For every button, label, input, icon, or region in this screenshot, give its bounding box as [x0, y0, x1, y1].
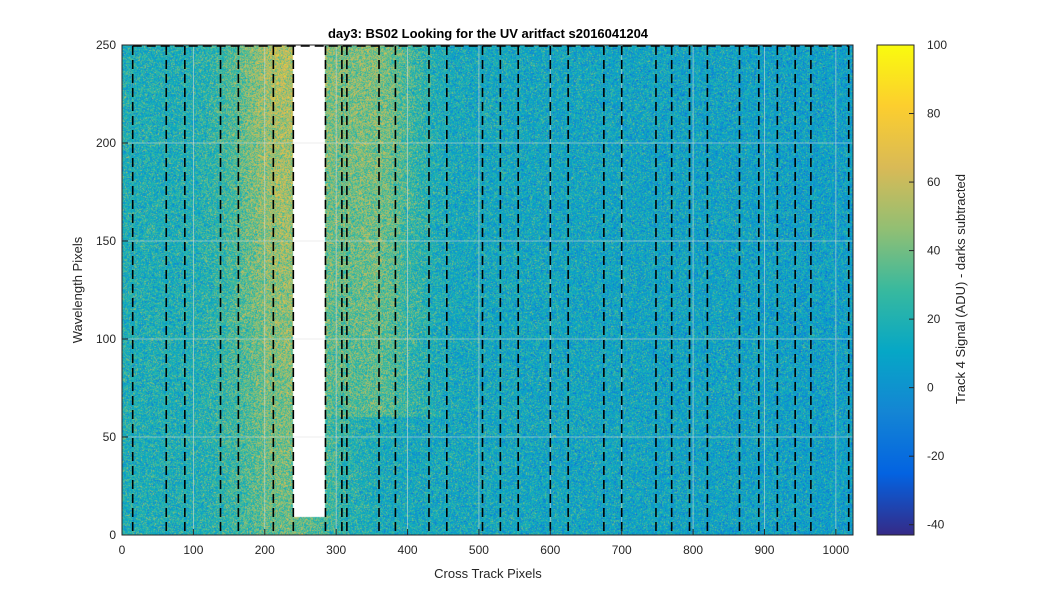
y-axis: 0 50 100 150 200 250	[96, 38, 128, 542]
y-tick-label: 0	[109, 528, 116, 542]
y-tick-label: 200	[96, 136, 116, 150]
y-tick-label: 100	[96, 332, 116, 346]
x-tick-label: 200	[255, 543, 275, 557]
x-axis: 0 100 200 300 400 500 600 700 800 900 1000	[119, 529, 850, 557]
x-axis-label: Cross Track Pixels	[434, 566, 542, 581]
plot-area	[121, 44, 854, 536]
heatmap-image	[122, 45, 853, 535]
y-tick-label: 50	[103, 430, 117, 444]
chart-title: day3: BS02 Looking for the UV aritfact s…	[328, 26, 649, 41]
colorbar-ticks: -40 -20 0 20 40 60 80 100	[909, 38, 947, 532]
boundary-lines	[131, 45, 850, 535]
x-tick-label: 100	[183, 543, 203, 557]
colorbar-tick-label: -40	[927, 518, 945, 532]
x-tick-label: 500	[469, 543, 489, 557]
x-tick-label: 700	[612, 543, 632, 557]
colorbar-tick-label: 0	[927, 381, 934, 395]
colorbar-tick-label: 60	[927, 175, 941, 189]
colorbar-tick-label: 20	[927, 312, 941, 326]
x-tick-label: 300	[326, 543, 346, 557]
colorbar-tick-label: -20	[927, 449, 945, 463]
x-tick-label: 400	[398, 543, 418, 557]
y-tick-label: 150	[96, 234, 116, 248]
colorbar-label: Track 4 Signal (ADU) - darks subtracted	[953, 174, 968, 404]
x-tick-label: 1000	[823, 543, 850, 557]
axes-frame	[121, 44, 854, 536]
x-tick-label: 900	[754, 543, 774, 557]
colorbar-frame	[876, 44, 915, 536]
colorbar: -40 -20 0 20 40 60 80 100 Track 4 Signal (ADU) …	[876, 38, 968, 536]
colorbar-tick-label: 40	[927, 244, 941, 258]
colorbar-tick-label: 80	[927, 107, 941, 121]
colorbar-tick-label: 100	[927, 38, 947, 52]
x-tick-label: 800	[683, 543, 703, 557]
y-tick-label: 250	[96, 38, 116, 52]
x-tick-label: 600	[540, 543, 560, 557]
colorbar-fill	[877, 45, 914, 535]
x-tick-label: 0	[119, 543, 126, 557]
grid-lines	[122, 45, 853, 535]
y-axis-label: Wavelength Pixels	[70, 236, 85, 343]
